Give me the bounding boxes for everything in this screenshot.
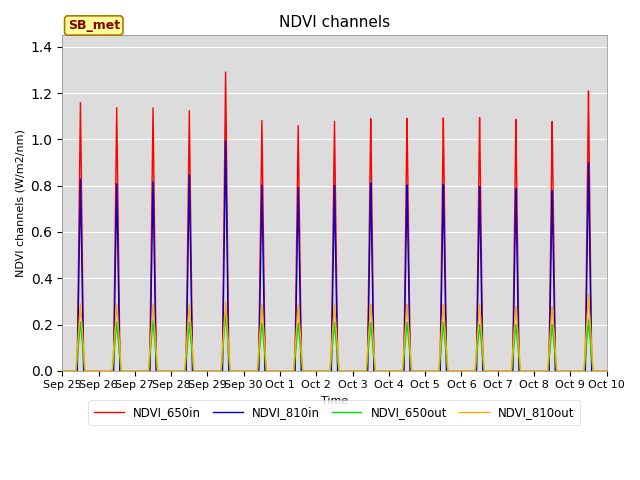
Line: NDVI_810out: NDVI_810out [62,294,607,371]
X-axis label: Time: Time [321,396,348,406]
NDVI_650out [603,368,611,373]
NDVI_810in [601,368,609,373]
NDVI_810out [584,291,592,297]
Text: SB_met: SB_met [68,19,120,32]
NDVI_650out [58,368,66,373]
NDVI_810out [169,368,177,373]
Title: NDVI channels: NDVI channels [279,15,390,30]
NDVI_650in [487,368,495,373]
NDVI_810out [487,368,495,373]
NDVI_650out [487,368,495,373]
NDVI_810out [410,368,417,373]
NDVI_650in [175,368,182,373]
Legend: NDVI_650in, NDVI_810in, NDVI_650out, NDVI_810out: NDVI_650in, NDVI_810in, NDVI_650out, NDV… [88,400,580,425]
NDVI_810out [58,368,66,373]
NDVI_810in [169,368,177,373]
Line: NDVI_650out: NDVI_650out [62,313,607,371]
NDVI_810in [487,368,495,373]
Line: NDVI_810in: NDVI_810in [62,141,607,371]
NDVI_650in [410,368,417,373]
NDVI_810out [603,368,611,373]
Y-axis label: NDVI channels (W/m2/nm): NDVI channels (W/m2/nm) [15,129,25,277]
NDVI_650in [58,368,66,373]
NDVI_810in [58,368,66,373]
NDVI_810in [262,368,270,373]
NDVI_810in [222,138,230,144]
NDVI_810out [262,362,270,368]
NDVI_650in [262,368,270,373]
NDVI_810in [175,368,182,373]
NDVI_810in [410,368,417,373]
NDVI_650out [175,368,182,373]
Line: NDVI_650in: NDVI_650in [62,72,607,371]
NDVI_650out [410,368,417,373]
NDVI_650out [601,368,609,373]
NDVI_650in [222,69,230,75]
NDVI_650in [603,368,611,373]
NDVI_650out [169,368,177,373]
NDVI_810out [175,368,182,373]
NDVI_810in [603,368,611,373]
NDVI_650in [601,368,609,373]
NDVI_650out [262,368,270,373]
NDVI_810out [601,368,609,373]
NDVI_650out [222,311,230,316]
NDVI_650in [169,368,177,373]
